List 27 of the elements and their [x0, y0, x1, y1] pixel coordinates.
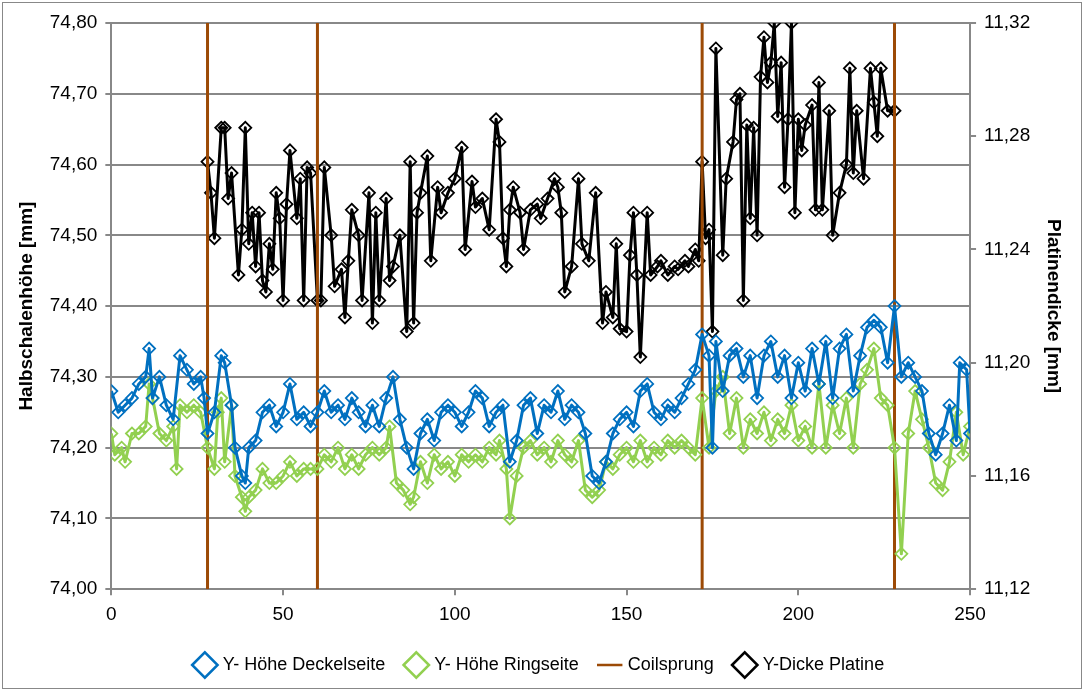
x-tick-label: 250	[954, 602, 986, 624]
x-tick-label: 200	[782, 602, 815, 624]
y-tick-label: 74,20	[49, 435, 98, 457]
y-tick-label: 74,60	[49, 152, 98, 174]
y-tick-label: 74,80	[49, 11, 98, 33]
legend-label: Y- Höhe Ringseite	[434, 653, 579, 674]
legend-label: Coilsprung	[627, 653, 714, 674]
legend-label: Y- Höhe Deckelseite	[222, 653, 386, 674]
y2-tick-label: 11,12	[984, 577, 1031, 599]
y-tick-label: 74,00	[49, 577, 98, 599]
x-tick-label: 0	[106, 602, 117, 624]
x-tick-label: 150	[610, 602, 643, 624]
y-tick-label: 74,70	[49, 82, 98, 104]
y2-tick-label: 11,20	[984, 350, 1031, 372]
y-tick-label: 74,30	[49, 365, 98, 387]
y-axis-title: Halbschalenhöhe [mm]	[14, 201, 36, 411]
y2-tick-label: 11,16	[984, 464, 1031, 486]
y2-tick-label: 11,28	[984, 124, 1031, 146]
y-tick-label: 74,10	[49, 506, 98, 528]
x-tick-label: 100	[438, 602, 471, 624]
legend-label: Y-Dicke Platine	[762, 653, 885, 674]
y-tick-label: 74,40	[49, 294, 98, 316]
y2-tick-label: 11,32	[984, 11, 1031, 33]
y2-axis-title: Platinendicke [mm]	[1044, 218, 1066, 394]
x-tick-label: 50	[272, 602, 294, 624]
y-tick-label: 74,50	[49, 223, 98, 245]
y2-tick-label: 11,24	[984, 237, 1031, 259]
